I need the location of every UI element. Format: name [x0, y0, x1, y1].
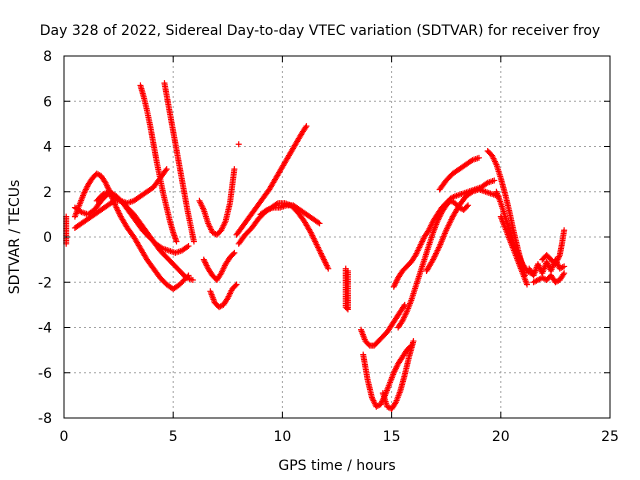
data-point: [465, 202, 472, 209]
data-point: [561, 227, 568, 234]
data-point: [410, 338, 417, 345]
x-tick-label: 0: [60, 429, 69, 445]
data-point: [524, 281, 531, 288]
chart-title: Day 328 of 2022, Sidereal Day-to-day VTE…: [40, 23, 600, 39]
data-point: [230, 250, 237, 257]
y-tick-label: -8: [38, 411, 52, 427]
data-point: [173, 238, 180, 245]
data-point: [303, 123, 310, 130]
data-point: [231, 249, 238, 256]
y-tick-label: -2: [38, 275, 52, 291]
x-axis-label: GPS time / hours: [278, 458, 395, 474]
data-point: [316, 220, 323, 227]
data-point: [233, 281, 240, 288]
y-tick-label: -6: [38, 366, 52, 382]
data-point: [184, 243, 191, 250]
data-point: [190, 238, 197, 245]
data-point: [561, 270, 568, 277]
data-point: [231, 166, 238, 173]
data-point: [560, 271, 567, 278]
data-point: [561, 263, 568, 270]
data-point: [232, 282, 239, 289]
y-axis-label: SDTVAR / TECUs: [7, 180, 23, 295]
x-tick-label: 25: [601, 429, 619, 445]
x-tick-label: 5: [169, 429, 178, 445]
y-tick-label: 0: [43, 230, 52, 246]
axis-ticks: 0 5 10 15 20 25 -8 -6 -4 -2 0 2 4 6 8: [38, 49, 619, 445]
y-tick-label: 6: [43, 94, 52, 110]
x-tick-label: 15: [383, 429, 401, 445]
data-point: [189, 276, 196, 283]
x-tick-label: 10: [273, 429, 291, 445]
data-point: [491, 177, 498, 184]
data-point: [475, 154, 482, 161]
data-point: [163, 166, 170, 173]
y-tick-label: 8: [43, 49, 52, 65]
y-tick-label: -4: [38, 321, 52, 337]
data-points: [63, 80, 568, 412]
data-point: [302, 124, 309, 131]
data-point: [325, 265, 332, 272]
data-point: [185, 243, 192, 250]
data-point: [463, 203, 470, 210]
data-point: [162, 167, 169, 174]
data-point: [315, 219, 322, 226]
y-tick-label: 2: [43, 185, 52, 201]
data-point: [109, 198, 116, 205]
grid-lines: [64, 56, 610, 418]
data-point: [235, 141, 242, 148]
x-tick-label: 20: [492, 429, 510, 445]
data-point: [344, 267, 351, 274]
y-tick-label: 4: [43, 140, 52, 156]
